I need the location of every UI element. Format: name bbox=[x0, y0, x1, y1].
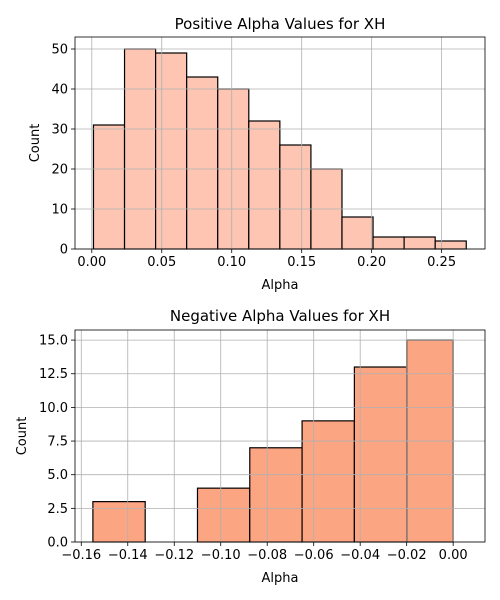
x-tick-label: 0.00 bbox=[439, 548, 468, 563]
y-tick-label: 2.5 bbox=[47, 502, 68, 517]
x-tick-label: −0.04 bbox=[340, 548, 380, 563]
y-tick-label: 10 bbox=[51, 203, 68, 218]
x-tick-label: 0.00 bbox=[77, 255, 106, 270]
x-tick-label: −0.06 bbox=[294, 548, 334, 563]
x-ticks: 0.00 0.05 0.10 0.15 0.20 0.25 bbox=[77, 249, 456, 270]
y-tick-label: 10.0 bbox=[39, 401, 68, 416]
x-tick-label: 0.25 bbox=[427, 255, 456, 270]
histogram-bar bbox=[92, 124, 126, 250]
x-tick-label: −0.12 bbox=[154, 548, 194, 563]
y-tick-label: 40 bbox=[51, 83, 68, 98]
histogram-bar bbox=[196, 487, 251, 543]
histogram-bar bbox=[248, 120, 281, 250]
y-tick-label: 15.0 bbox=[39, 334, 68, 349]
x-tick-label: 0.10 bbox=[217, 255, 246, 270]
negative-alpha-chart: Negative Alpha Values for XH Alpha Count… bbox=[15, 307, 486, 586]
x-tick-label: −0.02 bbox=[387, 548, 427, 563]
x-tick-label: 0.20 bbox=[357, 255, 386, 270]
y-ticks: 0.0 2.5 5.0 7.5 10.0 12.5 15.0 bbox=[39, 334, 75, 551]
y-tick-label: 0 bbox=[60, 243, 68, 258]
x-axis-label: Alpha bbox=[262, 571, 299, 586]
grid bbox=[75, 330, 485, 543]
histogram-bar bbox=[155, 52, 188, 250]
y-tick-label: 7.5 bbox=[47, 435, 68, 450]
chart-title: Positive Alpha Values for XH bbox=[175, 15, 386, 33]
histogram-bar bbox=[434, 240, 467, 250]
y-axis-label: Count bbox=[28, 124, 43, 163]
y-tick-label: 5.0 bbox=[47, 468, 68, 483]
y-axis-label: Count bbox=[15, 417, 30, 456]
positive-alpha-chart: Positive Alpha Values for XH Alpha Count… bbox=[28, 15, 486, 293]
x-tick-label: 0.15 bbox=[287, 255, 316, 270]
x-tick-label: −0.16 bbox=[61, 548, 101, 563]
y-tick-label: 50 bbox=[51, 43, 68, 58]
histogram-bar bbox=[249, 447, 303, 543]
x-tick-label: −0.10 bbox=[201, 548, 241, 563]
y-ticks: 0 10 20 30 40 50 bbox=[51, 43, 75, 258]
histogram-bar bbox=[301, 420, 355, 543]
histogram-bar bbox=[279, 144, 312, 250]
plot-frame bbox=[74, 329, 486, 543]
histogram-bar bbox=[341, 216, 374, 250]
x-axis-label: Alpha bbox=[262, 278, 299, 293]
histogram-bar bbox=[186, 76, 219, 250]
histogram-bar bbox=[403, 236, 436, 250]
chart-title: Negative Alpha Values for XH bbox=[170, 307, 390, 325]
y-tick-label: 0.0 bbox=[47, 536, 68, 551]
y-tick-label: 12.5 bbox=[39, 367, 68, 382]
x-ticks: −0.16 −0.14 −0.12 −0.10 −0.08 −0.06 −0.04 −0.02… bbox=[61, 542, 468, 563]
histogram-bar bbox=[353, 366, 408, 543]
histogram-bar bbox=[123, 48, 157, 250]
x-tick-label: 0.05 bbox=[147, 255, 176, 270]
histogram-bar bbox=[92, 501, 146, 543]
x-tick-label: −0.08 bbox=[247, 548, 287, 563]
plot-frame bbox=[74, 36, 486, 250]
y-tick-label: 20 bbox=[51, 163, 68, 178]
histogram-bar bbox=[372, 236, 405, 250]
x-tick-label: −0.14 bbox=[108, 548, 148, 563]
y-tick-label: 30 bbox=[51, 123, 68, 138]
